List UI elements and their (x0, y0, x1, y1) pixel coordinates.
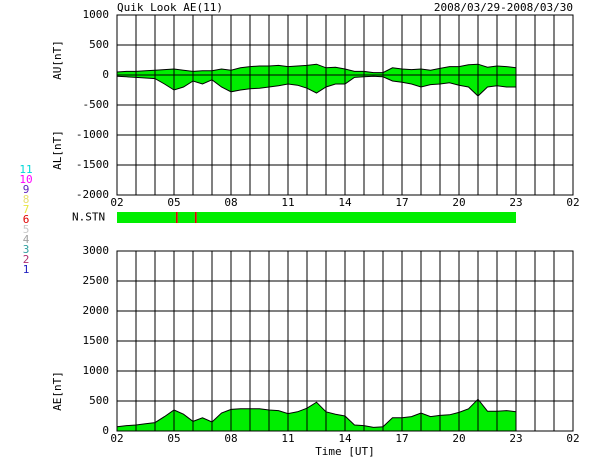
x-tick-label: 17 (395, 432, 408, 445)
station-legend-item: 7 (23, 203, 30, 216)
area (117, 75, 516, 96)
x-tick-label: 17 (395, 196, 408, 209)
y-tick-label: 3000 (83, 244, 110, 257)
x-tick-label: 14 (338, 432, 352, 445)
station-legend-item: 10 (19, 173, 32, 186)
y-tick-label: 2000 (83, 304, 110, 317)
y-tick-label: 2500 (83, 274, 110, 287)
line (116, 398, 517, 428)
x-tick-label: 08 (224, 196, 237, 209)
x-tick-label: 14 (338, 196, 352, 209)
station-legend-item: 5 (23, 223, 30, 236)
frame (116, 250, 574, 432)
chart-title: Quik Look AE(11) (117, 1, 223, 14)
x-tick-label: 02 (566, 432, 579, 445)
x-tick-label: 02 (110, 196, 123, 209)
station-legend-item: 2 (23, 253, 30, 266)
station-legend-item: 4 (23, 233, 30, 246)
station-legend-item: 8 (23, 193, 30, 206)
station-segment (175, 212, 178, 223)
line (116, 75, 516, 97)
y-tick-label: -500 (83, 98, 110, 111)
line (116, 63, 517, 74)
y-tick-label: -1000 (76, 128, 109, 141)
station-legend-item: 9 (23, 183, 30, 196)
x-tick-label: 23 (509, 196, 522, 209)
y-tick-label: 0 (102, 424, 109, 437)
station-legend-item: 6 (23, 213, 30, 226)
area (117, 399, 516, 431)
station-legend-item: 3 (23, 243, 30, 256)
y-tick-label: 1000 (83, 8, 110, 21)
x-tick-label: 20 (452, 432, 465, 445)
y-tick-label: 500 (89, 38, 109, 51)
frame (116, 14, 574, 196)
x-axis-label: Time [UT] (315, 445, 375, 458)
x-tick-label: 23 (509, 432, 522, 445)
x-tick-label: 02 (110, 432, 123, 445)
x-tick-label: 05 (167, 432, 180, 445)
station-segment (196, 212, 517, 223)
area (117, 64, 516, 75)
station-segment (194, 212, 197, 223)
station-legend-item: 11 (19, 163, 32, 176)
station-legend-item: 1 (23, 263, 30, 276)
station-segment (177, 212, 195, 223)
y-axis-label: AE[nT] (51, 371, 64, 411)
y-tick-label: 1000 (83, 364, 110, 377)
x-tick-label: 08 (224, 432, 237, 445)
strip-label: N.STN (72, 211, 105, 224)
x-tick-label: 05 (167, 196, 180, 209)
y-axis-label: AL[nT] (51, 130, 64, 170)
y-tick-label: -1500 (76, 158, 109, 171)
y-axis-label: AU[nT] (51, 40, 64, 80)
x-tick-label: 20 (452, 196, 465, 209)
y-tick-label: 1500 (83, 334, 110, 347)
y-tick-label: 500 (89, 394, 109, 407)
date-range: 2008/03/29-2008/03/30 (434, 1, 573, 14)
y-tick-label: -2000 (76, 188, 109, 201)
x-tick-label: 11 (281, 432, 294, 445)
x-tick-label: 02 (566, 196, 579, 209)
x-tick-label: 11 (281, 196, 294, 209)
y-tick-label: 0 (102, 68, 109, 81)
station-segment (117, 212, 176, 223)
